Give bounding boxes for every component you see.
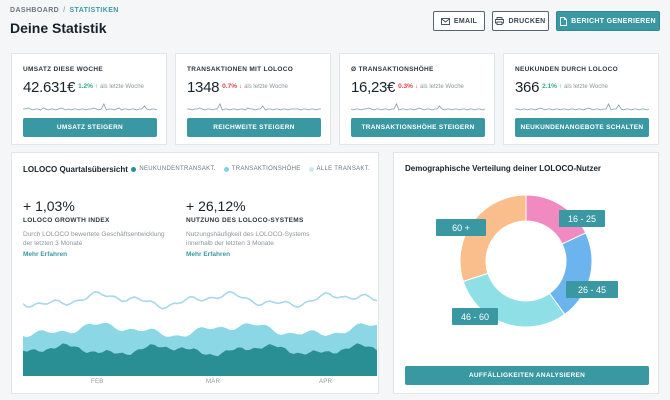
kpi-sparkline [515,103,649,111]
demographics-card: Demographische Verteilung deiner LOLOCO-… [393,152,659,394]
donut-segment-label: 16 - 25 [559,210,605,227]
system-usage-description: Nutzungshäufigkeit des LOLOCO-Systems in… [186,231,310,247]
kpi-change: 1.2% ↑ [78,83,98,90]
legend-swatch [223,166,229,172]
demographics-donut-chart [459,194,593,328]
donut-segment-label: 46 - 60 [452,308,498,325]
kpi-label: Ø TRANSAKTIONSHÖHE [351,66,434,73]
kpi-note: als letzte Woche [244,84,288,90]
donut-segment[interactable] [459,194,527,283]
kpi-sparkline [187,103,321,111]
system-usage-value: + 26,12% [186,198,246,214]
kpi-action-button[interactable]: UMSATZ STEIGERN [23,118,157,137]
month-label-apr: APR [319,379,333,385]
breadcrumb-separator: / [63,7,66,14]
legend-swatch [131,166,137,172]
kpi-card: Ø TRANSAKTIONSHÖHE 16,23€ 0.3% ↓ als letzt… [339,53,495,145]
growth-index-label: LOLOCO GROWTH INDEX [23,217,110,224]
kpi-value-text: 366 [515,79,540,96]
kpi-change-value: 1.2% [78,83,93,90]
kpi-card: NEUKUNDEN DURCH LOLOCO 366 2.1% ↑ als letz… [503,53,659,145]
kpi-value: 42.631€ 1.2% ↑ als letzte Woche [23,79,144,96]
email-button[interactable]: EMAIL [433,11,485,31]
all-transactions-line [23,290,377,310]
kpi-value: 16,23€ 0.3% ↓ als letzte Woche [351,79,464,96]
quarter-area-chart [23,290,377,376]
kpi-value: 366 2.1% ↑ als letzte Woche [515,79,608,96]
system-usage-label: NUTZUNG DES LOLOCO-SYSTEMS [186,217,304,224]
kpi-label: NEUKUNDEN DURCH LOLOCO [515,66,619,73]
print-label: DRUCKEN [508,17,546,25]
system-usage-more-link[interactable]: Mehr Erfahren [186,251,231,258]
kpi-action-button[interactable]: TRANSAKTIONSHÖHE STEIGERN [351,118,485,137]
donut-segment-label: 60 + [436,219,486,236]
kpi-change-value: 0.3% [398,83,413,90]
growth-index-more-link[interactable]: Mehr Erfahren [23,251,68,258]
print-button[interactable]: DRUCKEN [492,11,549,31]
legend-item[interactable]: ALLE TRANSAKT. [308,166,370,172]
breadcrumb-dashboard[interactable]: DASHBOARD [10,7,60,14]
legend-label: ALLE TRANSAKT. [316,166,370,172]
kpi-change: 0.3% ↓ [398,83,418,90]
envelope-icon [440,17,450,25]
growth-index-description: Durch LOLOCO bewertete Geschäftsentwickl… [23,231,165,247]
demographics-title: Demographische Verteilung deiner LOLOCO-… [405,164,602,173]
donut-segment-label: 26 - 45 [566,281,618,298]
kpi-label: TRANSAKTIONEN MIT LOLOCO [187,66,294,73]
new-customer-area [23,343,377,376]
generate-report-button[interactable]: BERICHT GENERIEREN [556,11,660,31]
kpi-note: als letzte Woche [419,84,464,90]
generate-report-label: BERICHT GENERIEREN [571,17,656,25]
month-label-mar: MÄR [206,379,221,385]
printer-icon [495,17,505,25]
growth-index-value: + 1,03% [23,198,75,214]
legend-swatch [308,166,314,172]
arrow-up-icon: ↑ [558,83,563,90]
legend-label: TRANSAKTIONSHÖHE [231,166,301,172]
arrow-down-icon: ↓ [414,83,418,90]
kpi-sparkline [23,103,157,111]
legend-item[interactable]: TRANSAKTIONSHÖHE [223,166,301,172]
month-label-feb: FEB [91,379,104,385]
page-title: Deine Statistik [10,20,107,36]
kpi-change: 2.1% ↑ [542,83,562,90]
analyze-anomalies-button[interactable]: AUFFÄLLIGKEITEN ANALYSIEREN [405,366,649,385]
kpi-change-value: 2.1% [542,83,557,90]
kpi-note: als letzte Woche [564,84,608,90]
kpi-note: als letzte Woche [100,84,144,90]
arrow-down-icon: ↓ [238,83,243,90]
kpi-change-value: 0.7% [222,83,237,90]
kpi-card: TRANSAKTIONEN MIT LOLOCO 1348 0.7% ↓ als l… [175,53,331,145]
breadcrumb-current: STATISTIKEN [69,7,119,14]
kpi-value: 1348 0.7% ↓ als letzte Woche [187,79,288,96]
kpi-action-button[interactable]: REICHWEITE STEIGERN [187,118,321,137]
kpi-sparkline [351,103,485,111]
kpi-change: 0.7% ↓ [222,83,242,90]
quarter-overview-card: LOLOCO Quartalsübersicht NEUKUNDENTRANSA… [11,152,379,394]
chart-legend: NEUKUNDENTRANSAKT. TRANSAKTIONSHÖHE ALLE… [131,166,370,172]
kpi-value-text: 16,23€ [351,79,396,96]
page-header: DASHBOARD / STATISTIKEN Deine Statistik EM… [0,0,670,50]
legend-item[interactable]: NEUKUNDENTRANSAKT. [131,166,215,172]
kpi-label: UMSATZ DIESE WOCHE [23,66,104,73]
document-icon [560,16,568,26]
kpi-value-text: 42.631€ [23,79,76,96]
legend-label: NEUKUNDENTRANSAKT. [139,166,216,172]
kpi-action-button[interactable]: NEUKUNDENANGEBOTE SCHALTEN [515,118,649,137]
breadcrumb: DASHBOARD / STATISTIKEN [10,7,119,14]
quarter-title: LOLOCO Quartalsübersicht [23,165,128,174]
kpi-value-text: 1348 [187,79,220,96]
arrow-up-icon: ↑ [94,83,99,90]
kpi-card: UMSATZ DIESE WOCHE 42.631€ 1.2% ↑ als letz… [11,53,167,145]
email-label: EMAIL [453,17,478,25]
